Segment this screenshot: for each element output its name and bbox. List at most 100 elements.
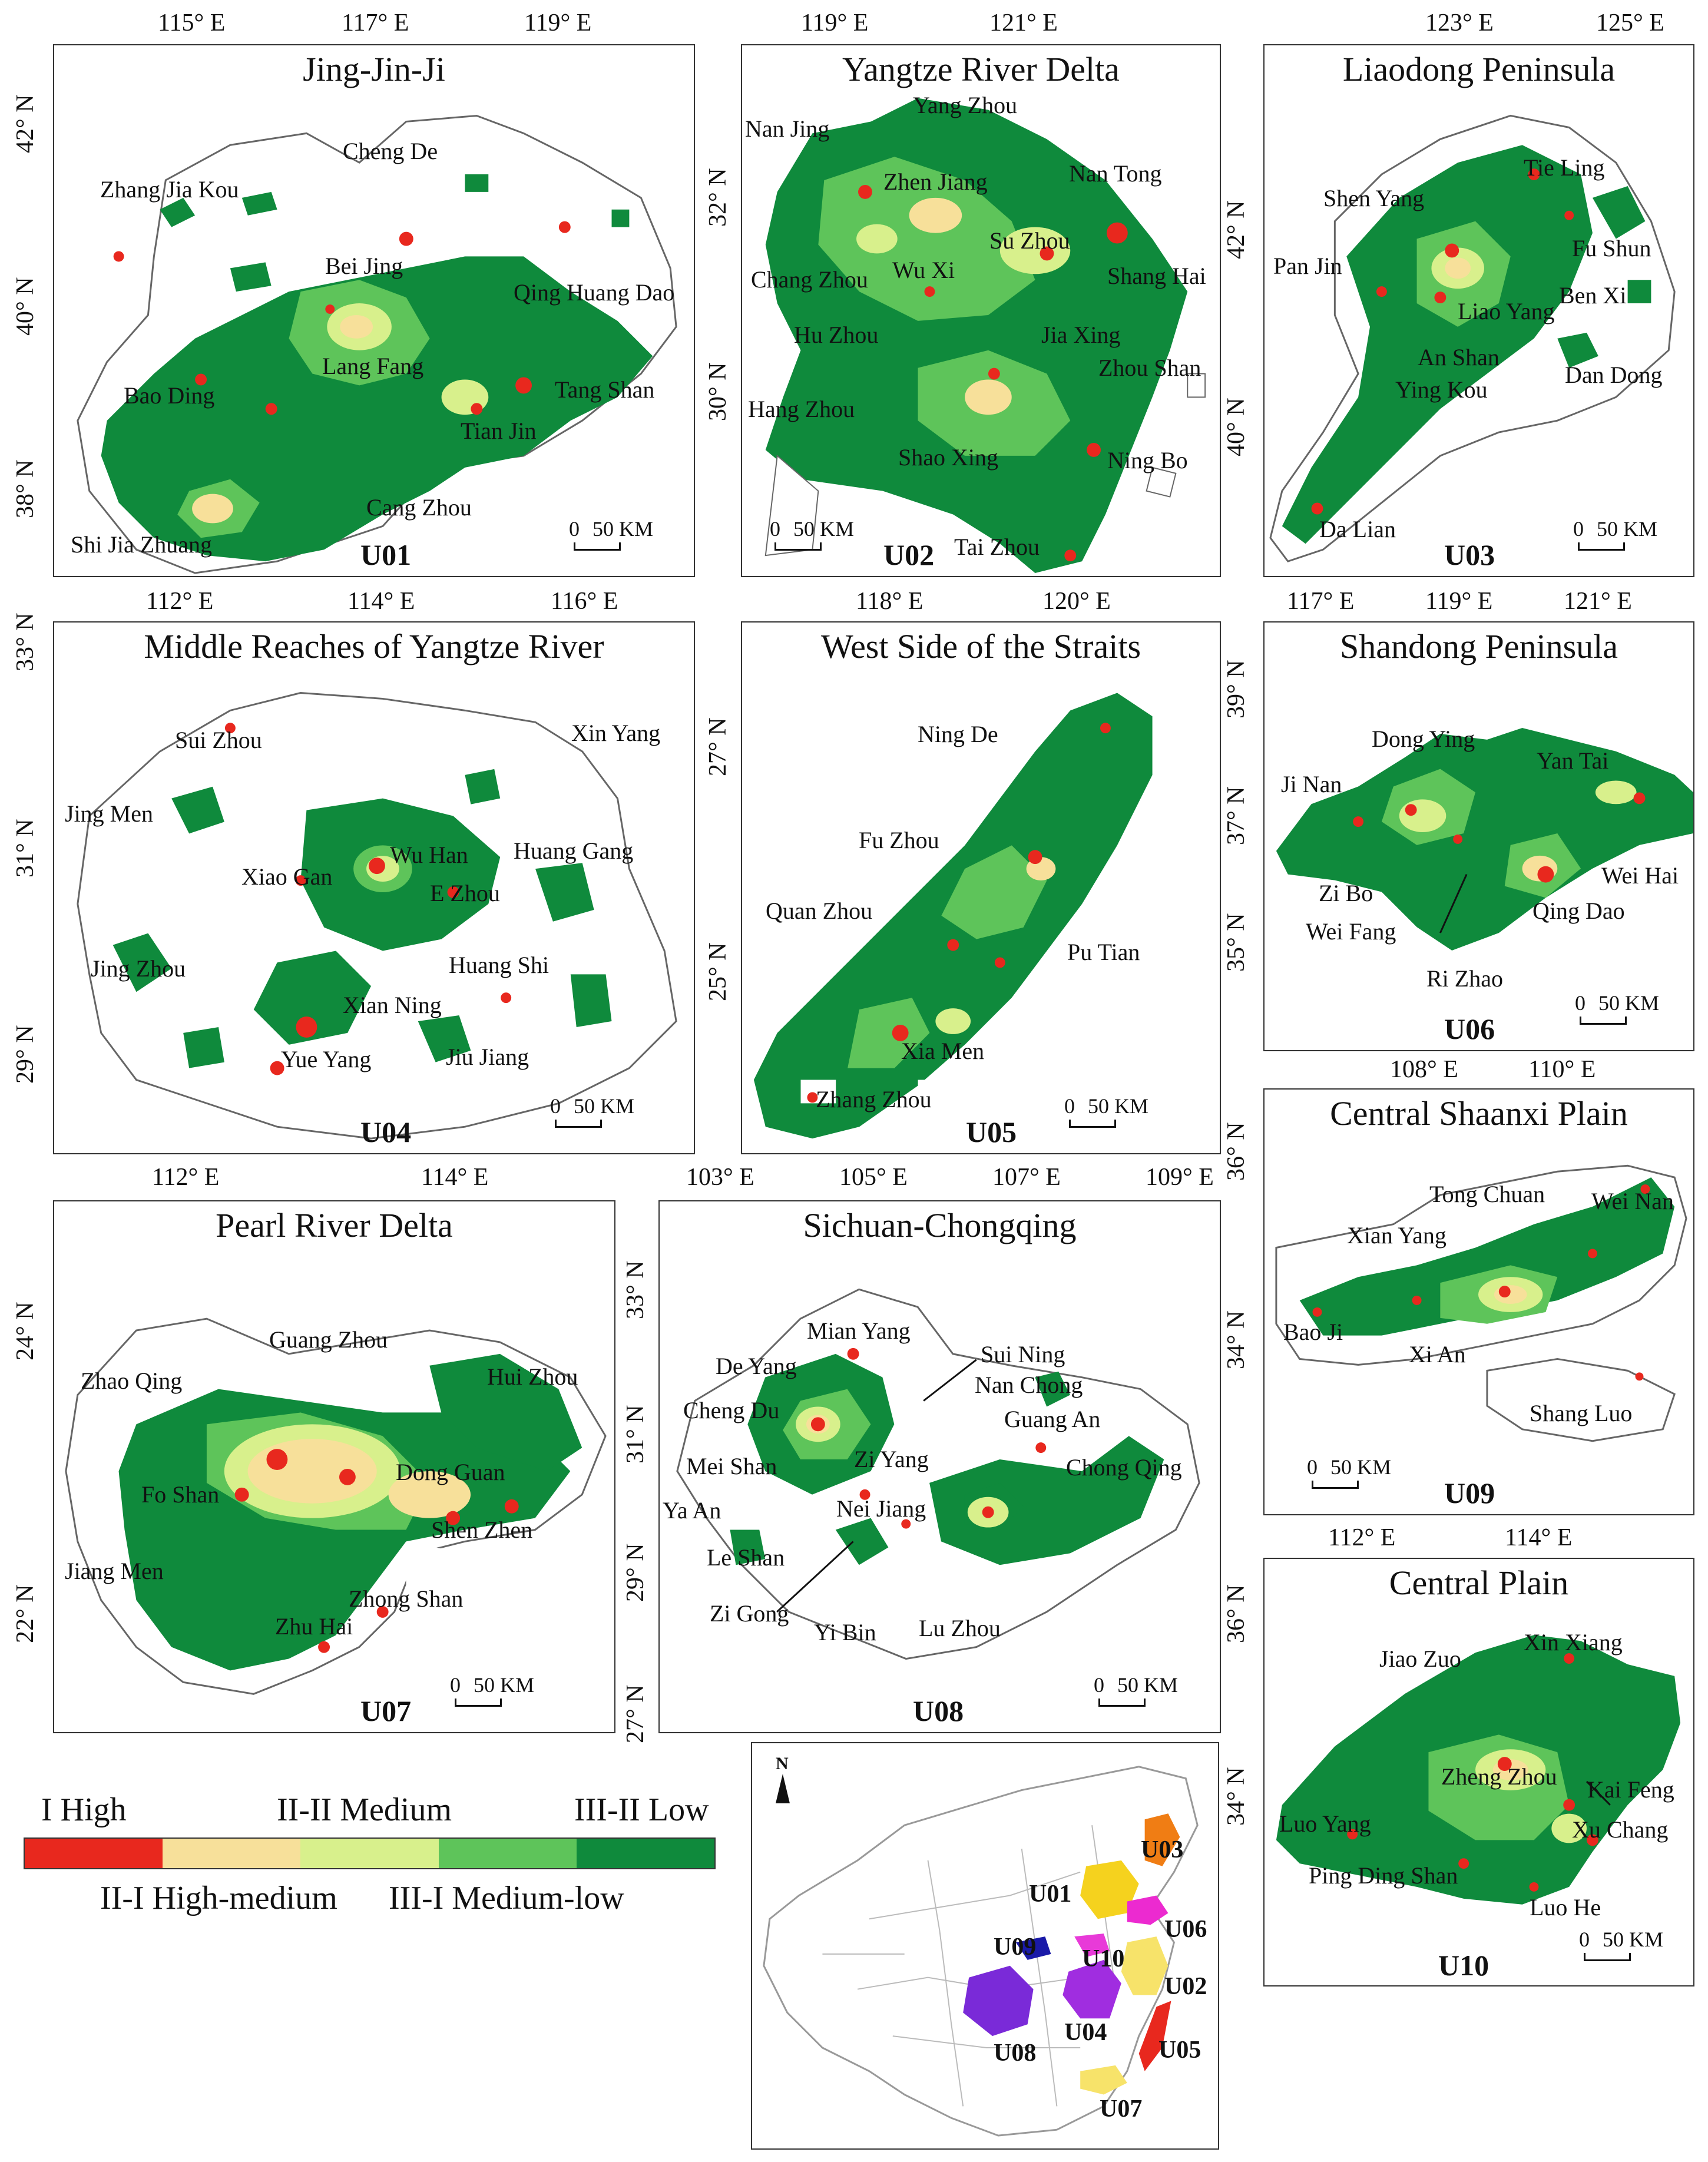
city-label: Cang Zhou <box>366 494 472 521</box>
u03-ytick: 40° N <box>1223 398 1250 456</box>
u01-title: Jing-Jin-Ji <box>303 50 445 88</box>
u06-ytick: 35° N <box>1223 913 1250 972</box>
u10-scale-bar: 0 50 KM <box>1579 1927 1663 1962</box>
u03-xtick: 125° E <box>1596 9 1664 37</box>
u08-xtick: 107° E <box>992 1164 1061 1191</box>
u02-title: Yangtze River Delta <box>842 50 1120 88</box>
u08-title: Sichuan-Chongqing <box>803 1206 1077 1244</box>
u07-code: U07 <box>360 1694 412 1727</box>
city-label: Jiao Zuo <box>1379 1645 1461 1672</box>
u09-ytick: 36° N <box>1223 1122 1250 1181</box>
legend-label-low: III-II Low <box>574 1792 709 1828</box>
u10-xtick: 114° E <box>1505 1524 1573 1551</box>
map-panel-u05: West Side of the Straits Ning De Fu Zhou… <box>741 621 1221 1154</box>
inset-region-u04 <box>1062 1959 1121 2019</box>
inset-label-u02: U02 <box>1164 1973 1207 2000</box>
u01-xtick: 115° E <box>158 9 226 37</box>
city-label: Cheng De <box>343 138 438 164</box>
legend-label-high-medium: II-I High-medium <box>100 1880 337 1916</box>
u01-ytick: 38° N <box>12 459 39 518</box>
china-outline-map <box>763 1766 1199 2137</box>
u04-title: Middle Reaches of Yangtze River <box>144 627 604 666</box>
legend-swatch-medium <box>300 1839 439 1868</box>
city-label: Cheng Du <box>683 1397 780 1423</box>
city-label: Zi Bo <box>1319 880 1373 906</box>
city-label: Wu Han <box>390 842 468 868</box>
city-label: Yang Zhou <box>913 92 1018 118</box>
city-label: Tie Ling <box>1524 154 1605 181</box>
city-label: Zhao Qing <box>81 1368 183 1394</box>
city-label: Xu Chang <box>1572 1816 1669 1843</box>
u04-xtick: 114° E <box>347 588 415 615</box>
legend-swatch-high <box>25 1839 163 1868</box>
u01-scale-bar: 0 50 KM <box>569 517 653 552</box>
city-label: Xia Men <box>901 1038 985 1064</box>
u06-scale-bar: 0 50 KM <box>1575 991 1659 1026</box>
u06-ytick: 37° N <box>1223 786 1250 845</box>
city-label: Hu Zhou <box>794 322 879 348</box>
u05-title: West Side of the Straits <box>820 627 1141 666</box>
city-label: Le Shan <box>707 1544 785 1571</box>
city-label: Mei Shan <box>686 1453 777 1479</box>
u09-code: U09 <box>1444 1476 1495 1509</box>
city-label: Pan Jin <box>1273 253 1342 279</box>
inset-label-u03: U03 <box>1141 1836 1184 1863</box>
u05-ytick: 25° N <box>704 942 731 1001</box>
u07-scale-bar: 0 50 KM <box>450 1673 534 1708</box>
u02-ytick: 32° N <box>704 168 731 227</box>
u04-ytick: 33° N <box>12 612 39 671</box>
u10-xtick: 112° E <box>1328 1524 1396 1551</box>
city-label: E Zhou <box>430 880 500 906</box>
u05-xtick: 120° E <box>1042 588 1111 615</box>
city-label: De Yang <box>716 1353 797 1379</box>
map-panel-u09: Central Shaanxi Plain Tong Chuan Wei Nan… <box>1263 1088 1694 1515</box>
u08-ytick: 27° N <box>622 1684 649 1743</box>
city-label: Jing Zhou <box>91 955 186 982</box>
city-label: Luo He <box>1530 1894 1601 1921</box>
city-label: Quan Zhou <box>766 898 873 924</box>
city-label: Ben Xi <box>1559 282 1627 309</box>
north-arrow-icon <box>776 1774 790 1803</box>
map-panel-u03: Liaodong Peninsula Tie Ling Shen Yang Fu… <box>1263 44 1694 577</box>
city-label: Nei Jiang <box>836 1495 926 1522</box>
city-label: Su Zhou <box>989 227 1070 254</box>
u01-ytick: 42° N <box>12 94 39 153</box>
inset-label-u04: U04 <box>1064 2019 1107 2046</box>
u10-ytick: 36° N <box>1223 1584 1250 1643</box>
inset-region-u02 <box>1121 1936 1169 1995</box>
inset-region-u03 <box>1144 1813 1180 1866</box>
city-label: Yan Tai <box>1537 747 1609 774</box>
city-label: Jing Men <box>65 800 153 827</box>
map-panel-u10: Central Plain Xin Xiang Jiao Zuo Zheng Z… <box>1263 1558 1694 1986</box>
inset-region-u05 <box>1138 2001 1171 2071</box>
u05-xtick: 118° E <box>856 588 923 615</box>
city-label: Hui Zhou <box>487 1363 578 1390</box>
u02-xtick: 121° E <box>989 9 1058 37</box>
city-label: Xian Yang <box>1347 1222 1446 1249</box>
u08-ytick: 29° N <box>622 1543 649 1602</box>
city-label: Pu Tian <box>1067 939 1140 965</box>
u03-title: Liaodong Peninsula <box>1342 50 1616 88</box>
inset-region-u01 <box>1080 1860 1139 1919</box>
city-label: Xi An <box>1409 1341 1466 1368</box>
u09-ytick: 34° N <box>1223 1310 1250 1369</box>
city-label: Ning Bo <box>1107 447 1188 474</box>
u08-map-region <box>676 1288 1200 1660</box>
city-label: Zhu Hai <box>275 1613 353 1640</box>
city-label: Bei Jing <box>325 253 403 279</box>
city-label: Wei Hai <box>1601 862 1679 889</box>
u07-xtick: 112° E <box>152 1164 220 1191</box>
inset-label-u01: U01 <box>1029 1880 1072 1908</box>
u08-ytick: 33° N <box>622 1260 649 1319</box>
city-label: Guang An <box>1004 1406 1101 1432</box>
city-label: Jiu Jiang <box>446 1044 529 1070</box>
city-label: Xin Xiang <box>1524 1629 1623 1656</box>
u02-xtick: 119° E <box>801 9 869 37</box>
city-label: Ji Nan <box>1281 771 1342 797</box>
city-label: Ying Kou <box>1395 376 1488 403</box>
city-label: Tian Jin <box>461 418 537 444</box>
city-label: Nan Chong <box>975 1372 1083 1398</box>
city-label: Huang Gang <box>514 837 634 864</box>
u09-map-region <box>1275 1164 1687 1442</box>
city-label: Shi Jia Zhuang <box>71 531 212 558</box>
